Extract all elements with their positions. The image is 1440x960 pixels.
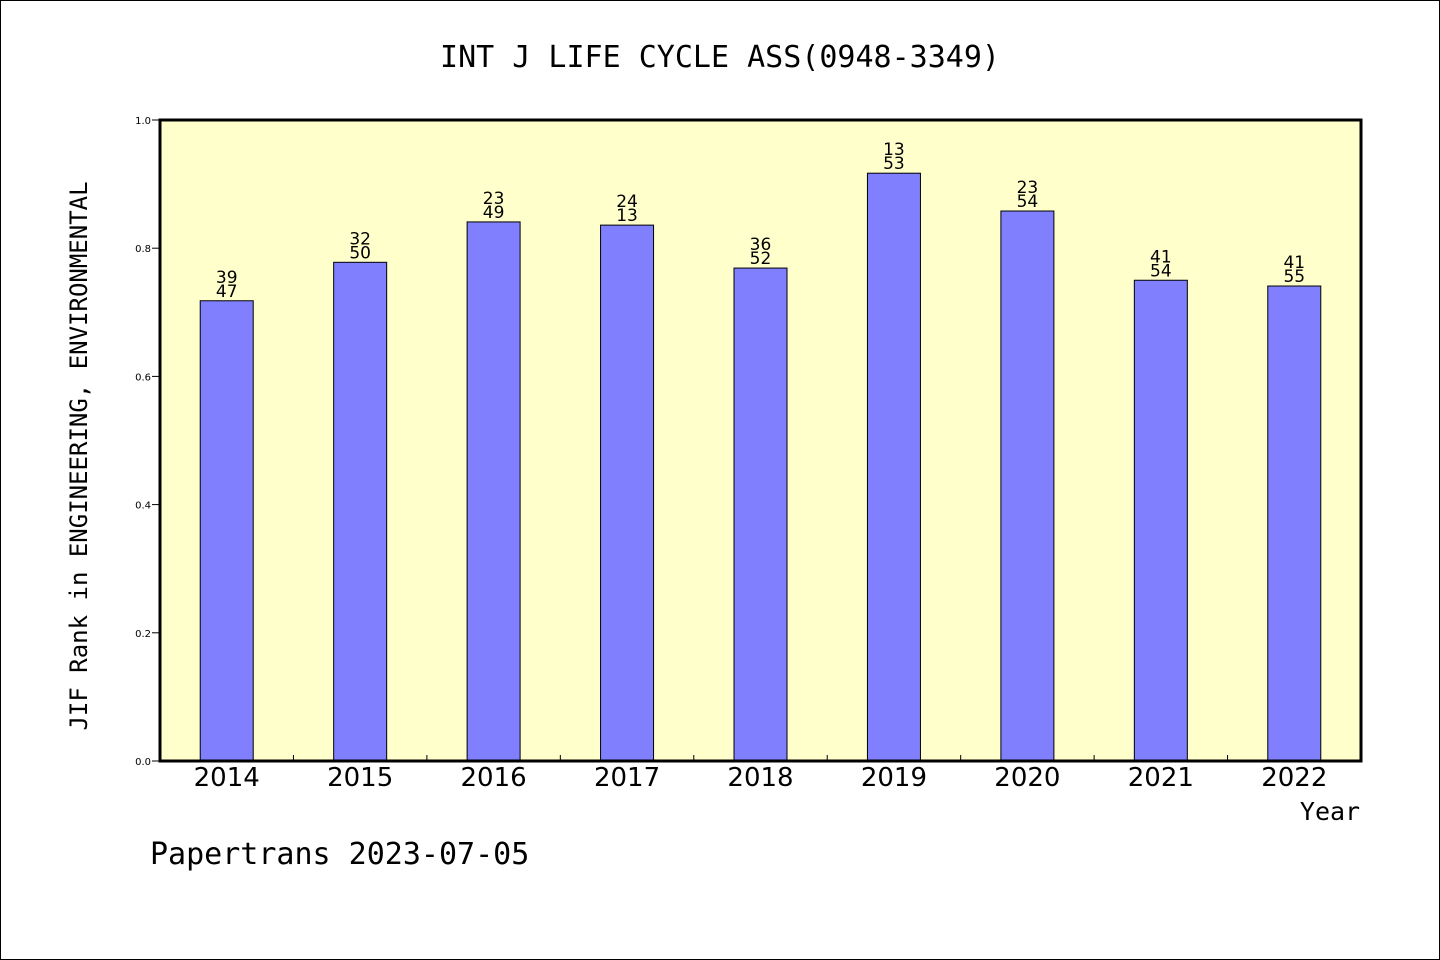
bar-label-rank: 39 — [216, 268, 238, 288]
bar-label-total: 13 — [616, 206, 638, 226]
bar-label-total: 52 — [750, 249, 772, 269]
y-tick-label: 1.0 — [135, 116, 151, 127]
bar-label-rank: 23 — [483, 189, 505, 209]
x-axis-ticks: 2014 2015 2016 2017 2018 2019 2020 2021 2022 — [194, 755, 1327, 793]
bar-2021 — [1133, 279, 1188, 762]
bar-label-total: 53 — [883, 154, 905, 174]
x-tick-label: 2015 — [327, 763, 393, 793]
bar-2018 — [733, 267, 788, 762]
bar-2017 — [600, 224, 655, 762]
y-tick-label: 0.4 — [135, 501, 151, 512]
chart-title: INT J LIFE CYCLE ASS(0948-3349) — [440, 40, 1000, 75]
bar-2020 — [1000, 210, 1055, 762]
bar-label-total: 54 — [1150, 261, 1172, 281]
bar-2014 — [199, 300, 254, 762]
bar-label-rank: 32 — [349, 229, 371, 249]
x-axis-label: Year — [1300, 797, 1360, 826]
bar-2016 — [466, 221, 521, 762]
bar-label-total: 55 — [1283, 267, 1305, 287]
y-axis-ticks: 0.0 0.2 0.4 0.6 0.8 1.0 — [135, 116, 160, 768]
x-tick-label: 2021 — [1128, 763, 1194, 793]
plot-border — [158, 118, 1363, 763]
bar-label-rank: 23 — [1017, 178, 1039, 198]
bar-label-total: 47 — [216, 282, 238, 302]
x-tick-label: 2019 — [861, 763, 927, 793]
bar-label-total: 54 — [1017, 192, 1039, 212]
bar-label-rank: 24 — [616, 192, 638, 212]
bar-label-total: 49 — [483, 203, 505, 223]
bar-label-rank: 41 — [1150, 247, 1172, 267]
x-tick-label: 2016 — [461, 763, 527, 793]
y-tick-label: 0.6 — [135, 372, 151, 383]
y-tick-label: 0.0 — [135, 757, 151, 768]
y-tick-label: 0.8 — [135, 244, 151, 255]
x-tick-label: 2022 — [1261, 763, 1327, 793]
bar-2015 — [333, 261, 388, 762]
bar-label-rank: 36 — [750, 235, 772, 255]
bar-2022 — [1267, 285, 1322, 762]
x-tick-label: 2017 — [594, 763, 660, 793]
bar-label-total: 50 — [349, 243, 371, 263]
footer-credit: Papertrans 2023-07-05 — [150, 837, 529, 872]
y-axis-label: JIF Rank in ENGINEERING, ENVIRONMENTAL — [65, 181, 93, 730]
y-tick-label: 0.2 — [135, 629, 151, 640]
bar-label-rank: 41 — [1283, 253, 1305, 273]
bar-2019 — [866, 172, 921, 762]
x-tick-label: 2020 — [994, 763, 1060, 793]
x-tick-label: 2018 — [727, 763, 793, 793]
x-tick-label: 2014 — [194, 763, 260, 793]
bar-series — [199, 172, 1322, 762]
bar-label-rank: 13 — [883, 140, 905, 160]
